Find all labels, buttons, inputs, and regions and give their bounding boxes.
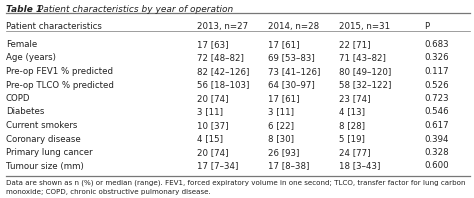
Text: Pre-op FEV1 % predicted: Pre-op FEV1 % predicted [6,67,113,76]
Text: 17 [7–34]: 17 [7–34] [197,162,238,170]
Text: 4 [13]: 4 [13] [339,108,365,116]
Text: 2014, n=28: 2014, n=28 [268,22,319,31]
Text: 23 [74]: 23 [74] [339,94,370,103]
Text: 2015, n=31: 2015, n=31 [339,22,390,31]
Text: 58 [32–122]: 58 [32–122] [339,81,391,89]
Text: Diabetes: Diabetes [6,108,44,116]
Text: Patient characteristics by year of operation: Patient characteristics by year of opera… [35,5,233,14]
Text: Female: Female [6,40,37,49]
Text: 5 [19]: 5 [19] [339,134,365,144]
Text: Table 1: Table 1 [6,5,42,14]
Text: 17 [8–38]: 17 [8–38] [268,162,309,170]
Text: Tumour size (mm): Tumour size (mm) [6,162,83,170]
Text: 24 [77]: 24 [77] [339,148,370,157]
Text: 3 [11]: 3 [11] [268,108,294,116]
Text: 0.723: 0.723 [424,94,449,103]
Text: 2013, n=27: 2013, n=27 [197,22,248,31]
Text: 56 [18–103]: 56 [18–103] [197,81,249,89]
Text: 0.683: 0.683 [424,40,449,49]
Text: Current smokers: Current smokers [6,121,77,130]
Text: P: P [424,22,429,31]
Text: Data are shown as n (%) or median (range). FEV1, forced expiratory volume in one: Data are shown as n (%) or median (range… [6,180,465,195]
Text: 72 [48–82]: 72 [48–82] [197,53,244,63]
Text: 0.328: 0.328 [424,148,449,157]
Text: COPD: COPD [6,94,30,103]
Text: 0.394: 0.394 [424,134,449,144]
Text: 4 [15]: 4 [15] [197,134,223,144]
Text: 17 [63]: 17 [63] [197,40,228,49]
Text: 0.617: 0.617 [424,121,449,130]
Text: 17 [61]: 17 [61] [268,94,299,103]
Text: 20 [74]: 20 [74] [197,94,228,103]
Text: Pre-op TLCO % predicted: Pre-op TLCO % predicted [6,81,114,89]
Text: 20 [74]: 20 [74] [197,148,228,157]
Text: 3 [11]: 3 [11] [197,108,223,116]
Text: 6 [22]: 6 [22] [268,121,294,130]
Text: 71 [43–82]: 71 [43–82] [339,53,386,63]
Text: 26 [93]: 26 [93] [268,148,299,157]
Text: 0.326: 0.326 [424,53,449,63]
Text: 10 [37]: 10 [37] [197,121,228,130]
Text: Coronary disease: Coronary disease [6,134,81,144]
Text: 80 [49–120]: 80 [49–120] [339,67,391,76]
Text: 0.117: 0.117 [424,67,449,76]
Text: 82 [42–126]: 82 [42–126] [197,67,249,76]
Text: 17 [61]: 17 [61] [268,40,299,49]
Text: 69 [53–83]: 69 [53–83] [268,53,315,63]
Text: 0.546: 0.546 [424,108,449,116]
Text: 8 [30]: 8 [30] [268,134,294,144]
Text: 8 [28]: 8 [28] [339,121,365,130]
Text: 0.526: 0.526 [424,81,449,89]
Text: Patient characteristics: Patient characteristics [6,22,101,31]
Text: 0.600: 0.600 [424,162,449,170]
Text: 22 [71]: 22 [71] [339,40,370,49]
Text: Primary lung cancer: Primary lung cancer [6,148,92,157]
Text: 64 [30–97]: 64 [30–97] [268,81,315,89]
Text: Age (years): Age (years) [6,53,55,63]
Text: 18 [3–43]: 18 [3–43] [339,162,380,170]
Text: 73 [41–126]: 73 [41–126] [268,67,320,76]
